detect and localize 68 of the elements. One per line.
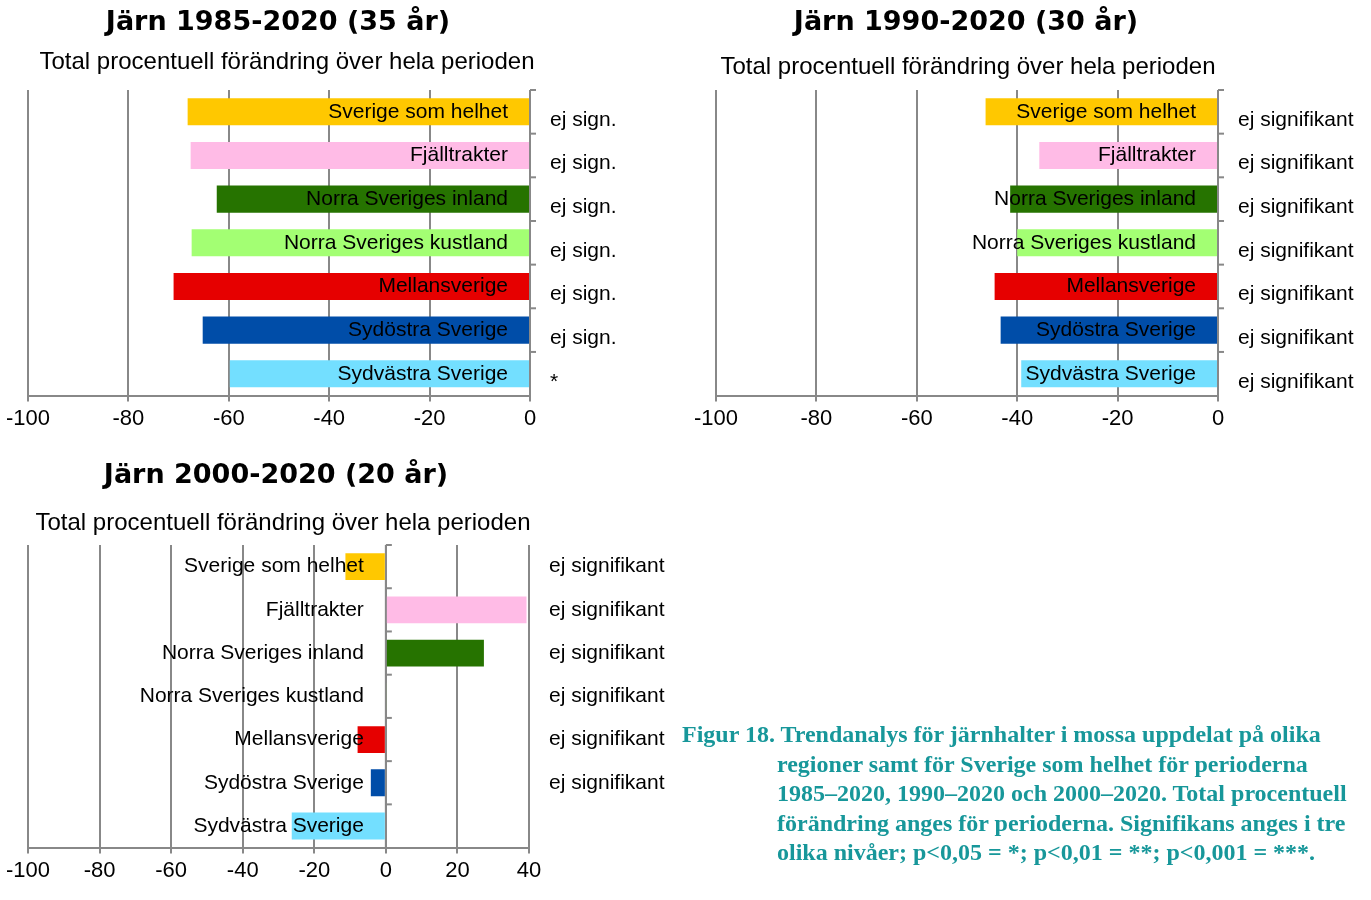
text: ej signifikant — [1238, 281, 1354, 305]
y-tick-label: Norra Sveriges kustland — [139, 683, 364, 707]
x-tick-label: -60 — [212, 404, 245, 430]
y-tick-label: Mellansverige — [378, 273, 508, 297]
x-tick-label: -80 — [112, 404, 145, 430]
x-tick-label: 0 — [523, 404, 537, 430]
x-tick-label: -40 — [226, 856, 259, 882]
text: ej signifikant — [1238, 368, 1354, 392]
text: Figur 18. Trendanalys för järnhalter i mossa uppdelat på olika regioner samt för Sverige som helhet för perioderna 1985–2020, 1990–2020 och 2000–2020. Total procentuell förändring anges för perioderna. Signifikans anges i tre olika nivåer; p<0,05 = *; p<0,01 = **; p<0,001 = ***. — [682, 720, 1348, 867]
y-tick-label: Norra Sveriges inland — [161, 639, 364, 663]
x-tick-label: -80 — [83, 856, 116, 882]
y-tick-label: Sydvästra Sverige — [337, 360, 508, 384]
x-tick-label: 0 — [1211, 404, 1225, 430]
text: ej sign. — [550, 106, 617, 130]
chart-title: Järn 2000-2020 (20 år) — [101, 458, 450, 489]
text: ej signifikant — [549, 769, 665, 793]
chart-subtitle: Total procentuell förändring över hela perioden — [38, 47, 536, 75]
y-tick-label: Fjälltrakter — [265, 596, 364, 620]
text: ej signifikant — [1238, 193, 1354, 217]
y-tick-label: Norra Sveriges inland — [306, 185, 508, 209]
x-tick-label: -40 — [313, 404, 346, 430]
x-tick-label: -60 — [155, 856, 188, 882]
bar — [386, 639, 484, 667]
text: ej signifikant — [549, 553, 665, 577]
text: ej sign. — [550, 324, 617, 348]
bar — [370, 769, 385, 797]
x-tick-label: -20 — [413, 404, 446, 430]
y-tick-label: Sydöstra Sverige — [348, 316, 508, 340]
x-tick-label: 20 — [445, 856, 470, 882]
y-tick-label: Norra Sveriges kustland — [283, 229, 508, 253]
x-tick-label: -100 — [693, 404, 739, 430]
text: ej signifikant — [549, 596, 665, 620]
text: ej signifikant — [1238, 106, 1354, 130]
x-tick-label: 0 — [379, 856, 392, 882]
chart-title: Järn 1990-2020 (30 år) — [791, 5, 1140, 36]
x-tick-label: -100 — [5, 404, 51, 430]
y-tick-label: Fjälltrakter — [1097, 142, 1196, 166]
text: ej signifikant — [1238, 150, 1354, 174]
x-tick-label: -40 — [1001, 404, 1034, 430]
x-tick-label: 40 — [516, 856, 542, 882]
x-tick-label: -20 — [298, 856, 331, 882]
text: ej signifikant — [549, 683, 665, 707]
text: ej sign. — [550, 281, 617, 305]
text: ej sign. — [550, 193, 617, 217]
bar — [386, 596, 527, 624]
text: ej sign. — [550, 237, 617, 261]
y-tick-label: Sydvästra Sverige — [193, 812, 364, 836]
text: ej sign. — [550, 150, 617, 174]
text: ej signifikant — [549, 639, 665, 663]
y-tick-label: Sydöstra Sverige — [1036, 316, 1196, 340]
y-tick-label: Norra Sveriges kustland — [971, 229, 1196, 253]
text: * — [550, 368, 559, 392]
y-tick-label: Sydöstra Sverige — [203, 769, 364, 793]
y-tick-label: Sverige som helhet — [328, 98, 509, 122]
x-tick-label: -60 — [900, 404, 933, 430]
text: ej signifikant — [1238, 324, 1354, 348]
y-tick-label: Sverige som helhet — [1016, 98, 1197, 122]
y-tick-label: Mellansverige — [1066, 273, 1196, 297]
x-tick-label: -20 — [1101, 404, 1134, 430]
chart-subtitle: Total procentuell förändring över hela perioden — [34, 508, 532, 536]
text: ej signifikant — [549, 726, 665, 750]
x-tick-label: -80 — [800, 404, 833, 430]
y-tick-label: Fjälltrakter — [409, 142, 508, 166]
chart-title: Järn 1985-2020 (35 år) — [103, 5, 452, 36]
chart-subtitle: Total procentuell förändring över hela perioden — [719, 52, 1217, 80]
y-tick-label: Sydvästra Sverige — [1025, 360, 1196, 384]
text: ej signifikant — [1238, 237, 1354, 261]
x-tick-label: -100 — [5, 856, 51, 882]
